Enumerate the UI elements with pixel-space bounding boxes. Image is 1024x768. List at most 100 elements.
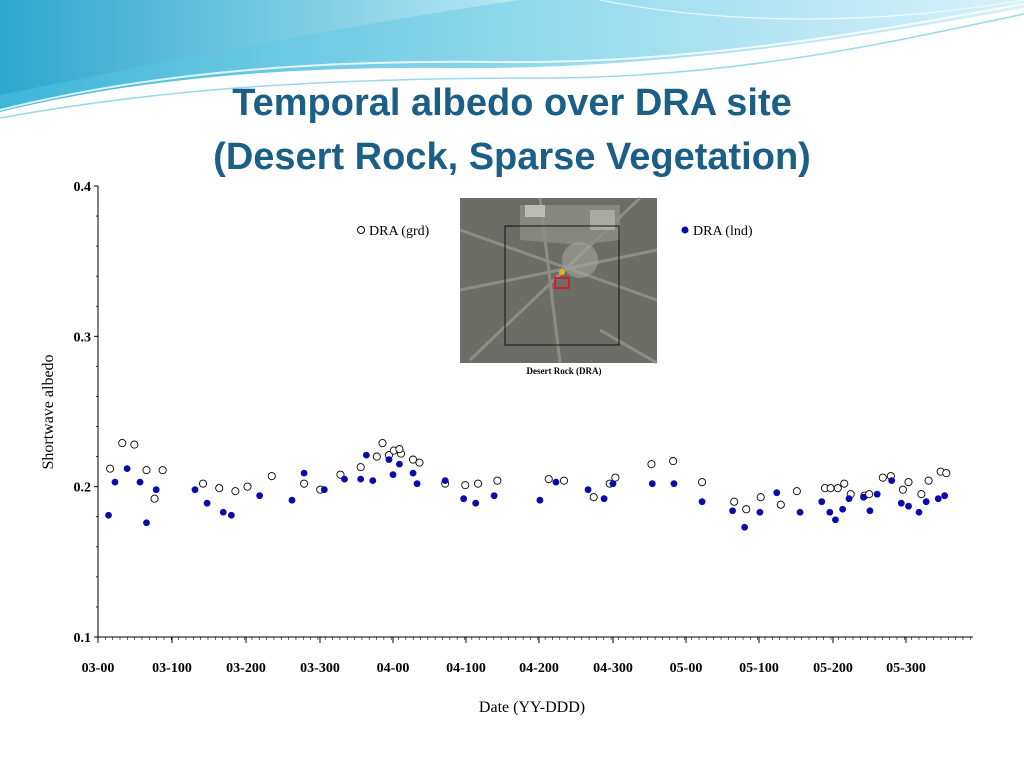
lnd-data-point [320,486,328,494]
grd-data-point [544,475,553,484]
grd-data-point [730,497,739,506]
lnd-data-point [600,495,608,503]
grd-data-point [130,440,139,449]
legend-lnd-label: DRA (lnd) [693,224,753,239]
slide-title-line-1: Temporal albedo over DRA site [232,82,792,124]
grd-data-point [356,463,365,472]
lnd-data-point [698,498,706,506]
grd-data-point [300,479,309,488]
grd-data-point [756,493,765,502]
lnd-data-point [413,480,421,488]
grd-data-point [461,481,470,490]
lnd-data-point [536,496,544,504]
grd-data-point [942,469,951,478]
lnd-data-point [389,471,397,479]
lnd-data-point [609,480,617,488]
grd-data-point [372,452,381,461]
lnd-data-point [357,475,365,483]
lnd-data-point [915,508,923,516]
lnd-data-point [460,495,468,503]
legend-item-lnd: DRA (lnd) [681,224,753,239]
grd-data-point [267,472,276,481]
grd-data-point [231,487,240,496]
x-tick-label: 05-200 [813,661,853,676]
y-tick-label: 0.4 [74,180,92,195]
legend-grd-marker [357,226,365,234]
x-tick-label: 04-100 [446,661,486,676]
grd-data-point [150,494,159,503]
lnd-data-point [941,492,949,500]
lnd-data-point [756,508,764,516]
lnd-data-point [191,486,199,494]
lnd-data-point [341,475,348,483]
lnd-data-point [490,492,498,500]
lnd-data-point [385,456,393,464]
x-tick-label: 03-200 [226,661,266,676]
lnd-data-point [552,478,560,486]
grd-data-point [698,478,707,487]
lnd-data-point [845,495,853,503]
lnd-data-point [256,492,264,500]
lnd-data-point [741,523,749,531]
site-marker-icon [554,277,570,289]
lnd-data-point [648,480,656,488]
x-tick-label: 03-300 [300,661,340,676]
grd-data-point [924,476,933,485]
lnd-data-point [584,486,592,494]
grd-data-point [742,505,751,514]
chart-ticks: 0.1 0.2 0.3 0.4 03-00 03-100 03-200 03-300 04-00… [74,180,971,676]
grd-data-point [142,466,151,475]
lnd-data-point [288,496,296,504]
y-axis-title: Shortwave albedo [40,354,57,469]
lnd-data-point [472,499,480,507]
lnd-data-point [362,451,370,459]
grd-data-point [776,500,785,509]
x-tick-label: 05-100 [739,661,779,676]
grd-data-point [493,476,502,485]
grd-data-point [826,484,835,493]
grd-data-point [865,490,874,499]
grd-data-point [474,479,483,488]
x-tick-label: 03-100 [152,661,192,676]
lnd-data-point [897,499,905,507]
grd-data-point [917,490,926,499]
inset-caption: Desert Rock (DRA) [527,366,602,376]
lnd-data-point [396,460,403,468]
lnd-data-point [866,507,874,515]
lnd-data-point [839,505,847,513]
lnd-data-point [105,511,112,519]
grd-data-point [792,487,801,496]
x-tick-label: 04-200 [519,661,559,676]
legend-grd-label: DRA (grd) [369,224,430,239]
y-tick-label: 0.1 [74,631,92,646]
slide-title-line-2: (Desert Rock, Sparse Vegetation) [213,136,811,178]
x-tick-label: 05-300 [886,661,926,676]
lnd-data-point [136,478,144,486]
grd-data-point [898,485,907,494]
grd-data-point [215,484,224,493]
lnd-data-point [670,480,678,488]
x-axis-title: Date (YY-DDD) [479,699,585,716]
grd-data-point [336,470,345,479]
legend-item-grd: DRA (grd) [357,224,430,239]
y-tick-label: 0.2 [74,481,92,496]
lnd-data-point [369,477,377,485]
lnd-data-point [873,490,881,498]
grd-data-point [611,473,620,482]
grd-data-point [243,482,252,491]
lnd-data-point [152,486,160,494]
lnd-data-point [818,498,826,506]
lnd-data-point [409,469,417,477]
lnd-data-point [796,508,804,516]
tower-marker-icon [559,269,565,275]
x-tick-label: 04-00 [377,661,410,676]
lnd-data-point [143,519,150,527]
lnd-data-point [203,499,211,507]
grd-data-point [409,455,418,464]
lnd-data-point [773,489,781,497]
chart-axes [97,186,973,638]
lnd-data-point [111,478,119,486]
grd-data-point [669,457,678,466]
lnd-data-point [832,516,839,524]
